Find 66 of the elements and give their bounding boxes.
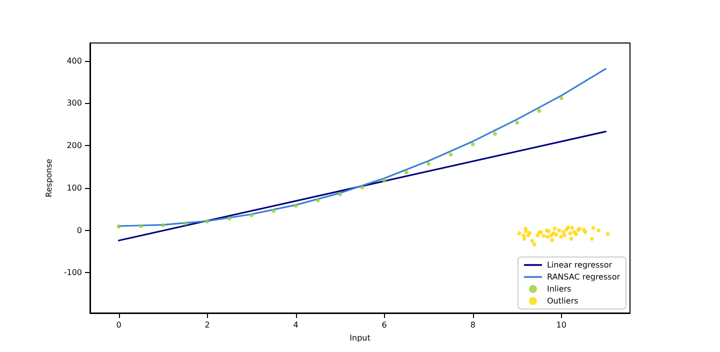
- point: [515, 120, 520, 125]
- y-axis-title: Response: [44, 158, 54, 198]
- point: [470, 142, 475, 146]
- point: [542, 234, 546, 238]
- point: [161, 223, 166, 228]
- y-tick-label: 100: [66, 183, 82, 192]
- point: [338, 192, 342, 196]
- y-tick-label: 200: [66, 141, 82, 150]
- point: [570, 226, 574, 230]
- point: [138, 224, 143, 228]
- point: [227, 216, 232, 220]
- point: [591, 226, 596, 230]
- x-tick-label: 10: [556, 320, 566, 330]
- y-tick-label: 0: [76, 226, 82, 235]
- point: [426, 162, 431, 166]
- point: [205, 219, 210, 224]
- point: [566, 225, 570, 230]
- x-axis-title: Input: [350, 333, 370, 342]
- point: [552, 226, 557, 231]
- point: [116, 224, 121, 229]
- point: [558, 234, 563, 239]
- x-tick-label: 4: [293, 320, 298, 330]
- point: [569, 236, 574, 241]
- y-tick-label: -100: [64, 268, 82, 278]
- point: [528, 230, 532, 235]
- y-tick-label: 400: [66, 56, 82, 66]
- point: [382, 178, 386, 182]
- legend-label: Outliers: [546, 296, 578, 306]
- point: [606, 232, 610, 236]
- legend-label: Inliers: [546, 284, 572, 294]
- x-tick-label: 2: [204, 320, 210, 330]
- point: [360, 186, 364, 190]
- point: [562, 233, 566, 238]
- point: [554, 232, 558, 237]
- point: [550, 238, 554, 242]
- point: [557, 228, 562, 232]
- point: [583, 230, 588, 234]
- point: [537, 108, 542, 113]
- point: [596, 228, 601, 232]
- point: [546, 234, 550, 239]
- x-tick-label: 0: [116, 320, 122, 330]
- point: [316, 198, 320, 202]
- point: [532, 242, 536, 246]
- legend-label: RANSAC regressor: [546, 272, 621, 282]
- point: [404, 170, 408, 174]
- legend-label: Linear regressor: [546, 260, 613, 270]
- x-tick-label: 8: [470, 320, 476, 330]
- point: [522, 233, 526, 238]
- point: [183, 222, 188, 226]
- x-tick-label: 6: [382, 320, 387, 330]
- y-tick-label: 300: [66, 98, 82, 108]
- point: [530, 238, 534, 243]
- point: [294, 204, 298, 208]
- point: [562, 230, 566, 234]
- point: [493, 132, 497, 136]
- line-series: [118, 68, 606, 227]
- point: [250, 213, 254, 218]
- point: [524, 229, 528, 234]
- point: [448, 152, 453, 156]
- point: [272, 208, 276, 213]
- point: [559, 96, 564, 100]
- point: [517, 231, 522, 236]
- point: [535, 233, 540, 238]
- point: [590, 236, 594, 241]
- point: [522, 236, 526, 241]
- point: [568, 231, 572, 236]
